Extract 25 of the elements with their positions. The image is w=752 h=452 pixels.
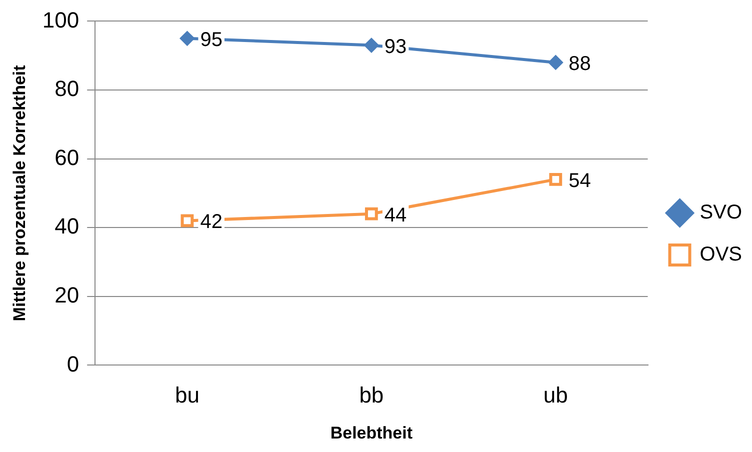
x-tick-label: bu (174, 382, 200, 408)
data-label: 95 (200, 28, 222, 51)
x-tick-label: ub (543, 382, 568, 408)
x-axis-title: Belebtheit (330, 423, 413, 442)
data-label: 93 (384, 36, 407, 58)
y-tick-label: 60 (54, 144, 80, 170)
y-tick-label: 0 (66, 351, 80, 376)
legend-label: SVO (700, 202, 742, 224)
point (180, 30, 195, 46)
point (180, 214, 194, 228)
y-axis-title: Mittlere prozentuale Korrektheit (10, 64, 29, 322)
data-label: 54 (568, 170, 591, 192)
y-tick-label: 100 (42, 7, 80, 32)
x-tick-label: bb (359, 382, 384, 408)
legend-label: OVS (700, 244, 742, 266)
y-tick-label: 80 (54, 76, 80, 102)
data-label: 44 (384, 204, 407, 226)
point (364, 38, 379, 53)
point (549, 172, 562, 186)
data-label: 88 (568, 52, 591, 75)
point (548, 54, 564, 70)
data-label: 42 (200, 211, 222, 234)
y-tick-label: 20 (54, 282, 80, 308)
point (364, 207, 378, 220)
y-tick-label: 40 (54, 214, 80, 239)
